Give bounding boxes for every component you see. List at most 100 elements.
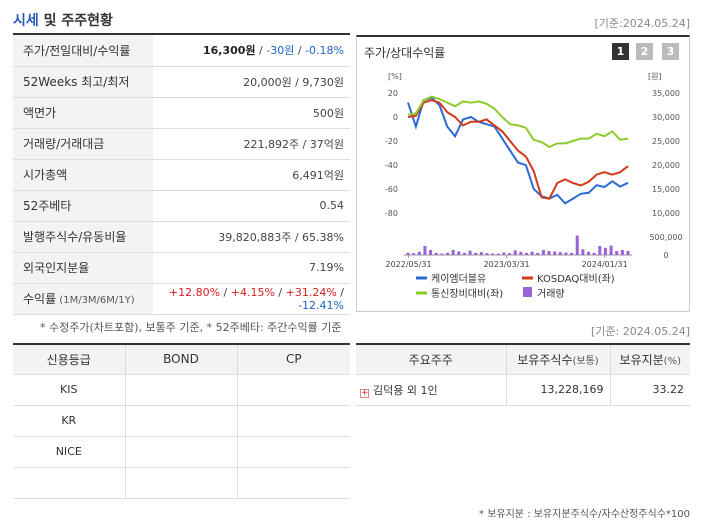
row-value: 7.19%	[153, 252, 350, 284]
volume-bar	[587, 251, 591, 255]
left-tick-label: 20	[388, 89, 398, 98]
series-line-1	[407, 96, 629, 205]
volume-bar	[462, 252, 466, 255]
volume-bar	[581, 249, 585, 255]
rate-value: -0.18%	[301, 44, 344, 58]
right-tick-label: 10,000	[652, 209, 680, 218]
right-tick-label: 35,000	[652, 89, 680, 98]
volume-bar	[451, 249, 455, 255]
volume-bar	[485, 253, 489, 255]
volume-bar	[429, 249, 433, 255]
right-axis-unit: [원]	[648, 72, 662, 81]
row-label: 거래량/거래대금	[13, 128, 153, 160]
column-subheader: (보통)	[572, 355, 599, 367]
column-header: 보유지분	[619, 352, 664, 367]
holder-name[interactable]: 김덕용 외 1인	[373, 383, 438, 397]
volume-bar	[536, 252, 540, 255]
volume-bar	[592, 252, 596, 255]
volume-bar	[519, 251, 523, 255]
return-3m: +4.15%	[227, 285, 275, 299]
table-row: 외국인지분율 7.19%	[13, 252, 350, 284]
return-1m: +12.80%	[168, 285, 221, 299]
legend-label: 거래량	[537, 288, 565, 300]
page-title: 시세 및 주주현황	[13, 13, 113, 29]
bond-rating	[124, 374, 237, 406]
right-tick-label: 30,000	[652, 113, 680, 122]
row-label: 발행주식수/유동비율	[13, 221, 153, 253]
volume-bar	[530, 251, 534, 255]
column-header: BOND	[124, 344, 237, 375]
table-row: 52Weeks 최고/최저 20,000원 / 9,730원	[13, 66, 350, 98]
volume-bar	[553, 251, 557, 255]
column-header: 주요주주	[356, 344, 506, 375]
base-date: [기준:2024.05.24]	[594, 17, 690, 30]
column-header: 보유주식수	[517, 352, 573, 367]
right-tick-label: 25,000	[652, 137, 680, 146]
legend-swatch	[523, 287, 532, 297]
volume-bar	[508, 253, 512, 255]
cp-rating	[236, 436, 350, 468]
chart-panel	[356, 35, 690, 312]
row-value: 6,491억원	[153, 159, 350, 191]
left-tick-label: -60	[385, 185, 398, 194]
volume-bar	[406, 252, 410, 255]
volume-bar	[558, 252, 562, 255]
row-label: 수익률	[23, 292, 57, 306]
row-label: 액면가	[13, 97, 153, 129]
volume-bar	[575, 235, 579, 255]
column-header: CP	[236, 344, 350, 375]
holders-base-date: [기준: 2024.05.24]	[590, 325, 690, 338]
table-row: KIS	[13, 374, 350, 406]
table-row: 52주베타 0.54	[13, 190, 350, 222]
right-tick-label: 15,000	[652, 185, 680, 194]
table-row: NICE	[13, 436, 350, 468]
expand-icon[interactable]: +	[360, 387, 369, 398]
volume-tick-label: 500,000	[649, 233, 682, 242]
volume-bar	[603, 247, 607, 255]
table-header-row: 주요주주 보유주식수(보통) 보유지분(%)	[356, 344, 690, 375]
left-tick-label: -40	[385, 161, 398, 170]
chart-tab-2[interactable]: 2	[636, 43, 653, 60]
volume-bar	[502, 252, 506, 255]
series-line-3	[407, 95, 629, 149]
volume-bar	[598, 246, 602, 255]
volume-bar	[547, 251, 551, 255]
volume-bar	[434, 252, 438, 255]
column-header: 신용등급	[13, 344, 125, 375]
price-chart: [%] [원] 20 0 -20 -40 -60 -80 35,000 30,000 25,000 2…	[385, 72, 683, 300]
volume-bar	[445, 252, 449, 255]
volume-bar	[491, 253, 495, 255]
volume-tick-label: 0	[663, 251, 668, 260]
row-value: 221,892주 / 37억원	[153, 128, 350, 160]
volume-bar	[524, 252, 528, 255]
major-holders-table: 주요주주 보유주식수(보통) 보유지분(%) + 김덕용 외 1인 13,228,…	[356, 343, 690, 406]
volume-bar	[468, 250, 472, 255]
left-axis-unit: [%]	[388, 72, 402, 81]
volume-bar	[570, 252, 574, 255]
table-row: 발행주식수/유동비율 39,820,883주 / 65.38%	[13, 221, 350, 253]
chart-title: 주가/상대수익률	[364, 46, 446, 60]
volume-bar	[609, 245, 613, 255]
legend-label: 케이엠더블유	[431, 273, 486, 285]
agency-name: NICE	[13, 436, 125, 468]
bond-rating	[124, 436, 237, 468]
table-row: 액면가 500원	[13, 97, 350, 129]
volume-bar	[479, 252, 483, 255]
agency-name: KIS	[13, 374, 125, 406]
credit-rating-table: 신용등급 BOND CP KIS KR NICE	[13, 343, 350, 499]
price-value: 16,300원	[202, 44, 256, 58]
chart-tab-1[interactable]: 1	[612, 43, 629, 60]
agency-name	[13, 467, 125, 499]
legend-label: 통신장비대비(좌)	[431, 288, 503, 300]
volume-bar	[440, 253, 444, 255]
volume-bar	[474, 252, 478, 255]
row-value: 0.54	[153, 190, 350, 222]
column-subheader: (%)	[663, 355, 681, 367]
row-label: 외국인지분율	[13, 252, 153, 284]
left-tick-label: 0	[393, 113, 398, 122]
chart-tab-3[interactable]: 3	[662, 43, 679, 60]
right-tick-label: 20,000	[652, 161, 680, 170]
holders-note: * 보유지분 : 보유지분주식수/자수산정주식수*100	[479, 509, 690, 520]
row-label: 52Weeks 최고/최저	[13, 66, 153, 98]
cp-rating	[236, 374, 350, 406]
